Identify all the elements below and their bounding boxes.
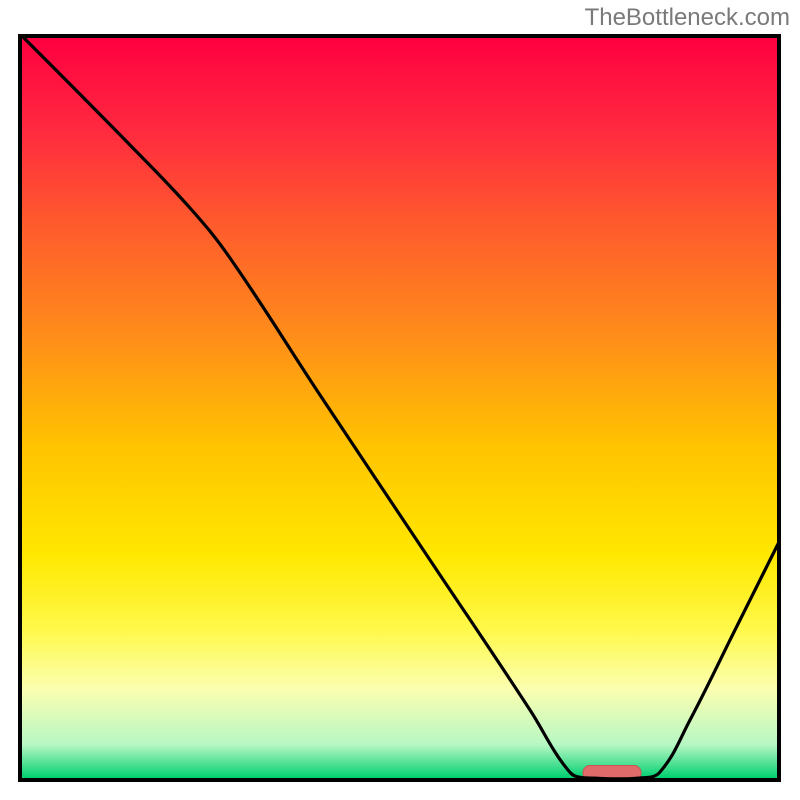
- plot-border: [18, 34, 781, 782]
- chart-stage: TheBottleneck.com: [0, 0, 800, 800]
- watermark-text: TheBottleneck.com: [585, 4, 790, 32]
